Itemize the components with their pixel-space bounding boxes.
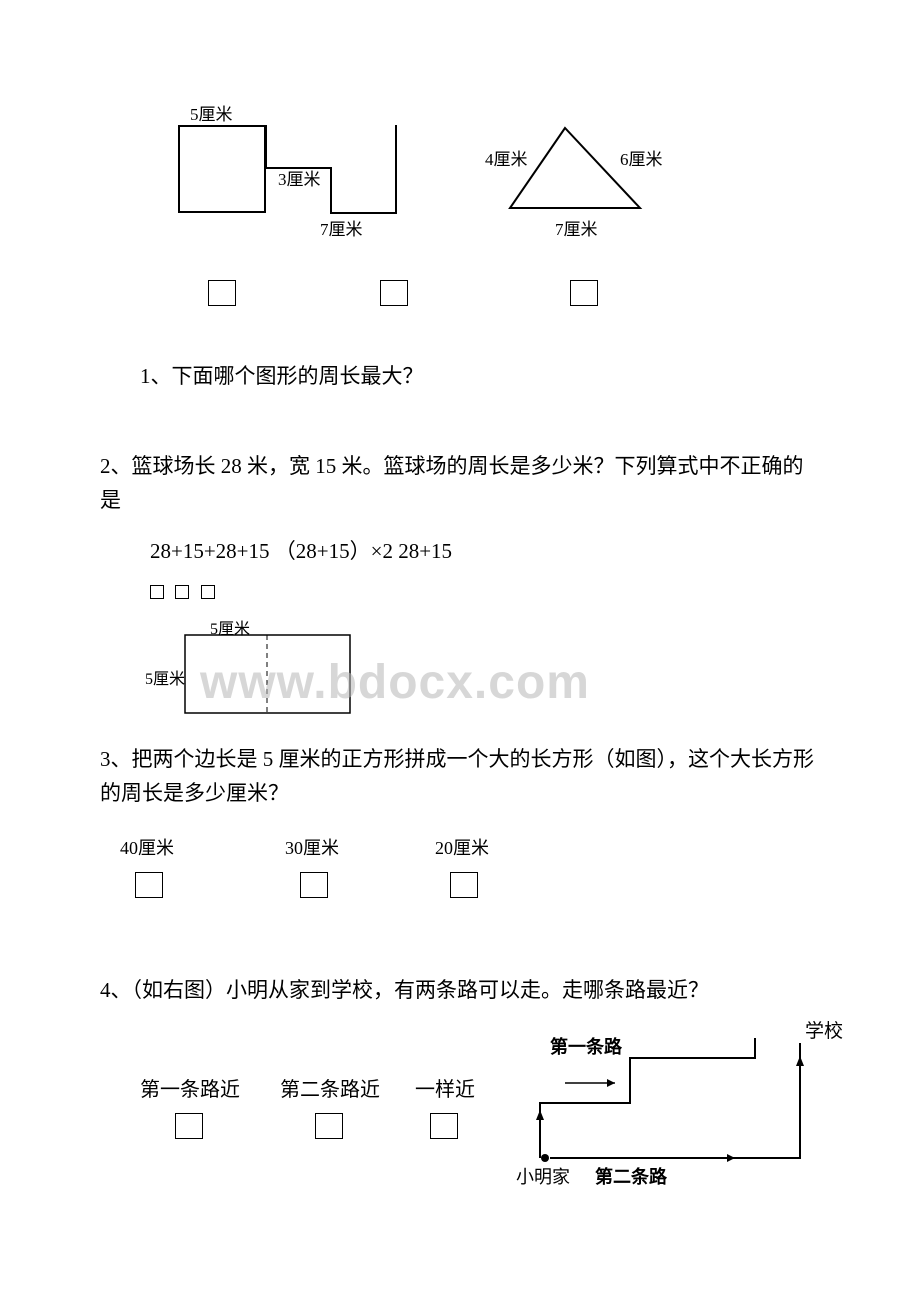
watermark: www.bdocx.com [200, 655, 590, 710]
q3-option-c: 20厘米 [435, 834, 489, 860]
checkbox-row-1 [150, 280, 920, 320]
question-2-formulas: 28+15+28+15 （28+15）×2 28+15 [150, 535, 920, 565]
question-1: 1、下面哪个图形的周长最大？ [140, 360, 920, 390]
label-path1: 第一条路 [550, 1033, 622, 1059]
checkbox-q4-c[interactable] [430, 1113, 458, 1139]
q3-left-label: 5厘米 [145, 665, 185, 689]
l-shape-label-3: 3厘米 [278, 165, 321, 190]
checkbox-row-q2 [150, 580, 920, 605]
q4-option-a: 第一条路近 [140, 1073, 240, 1102]
figures-row-1: 5厘米 3厘米 7厘米 4厘米 6厘米 7厘米 [150, 100, 920, 280]
q3-option-a: 40厘米 [120, 834, 174, 860]
figure-q3: 5厘米 5厘米 www.bdocx.com [150, 615, 920, 725]
checkbox-q1-c[interactable] [570, 280, 598, 306]
checkbox-q2-b[interactable] [175, 585, 189, 599]
l-shape-label-7: 7厘米 [320, 215, 363, 240]
checkbox-q3-a[interactable] [135, 872, 163, 898]
checkbox-q4-b[interactable] [315, 1113, 343, 1139]
q3-options-row: 40厘米 30厘米 20厘米 [120, 834, 920, 934]
checkbox-q4-a[interactable] [175, 1113, 203, 1139]
label-home: 小明家 [516, 1163, 570, 1189]
checkbox-q3-c[interactable] [450, 872, 478, 898]
triangle-shape [510, 128, 670, 218]
question-2: 2、篮球场长 28 米，宽 15 米。篮球场的周长是多少米？下列算式中不正确的是 [100, 450, 820, 517]
question-4: 4、（如右图）小明从家到学校，有两条路可以走。走哪条路最近？ [100, 974, 820, 1008]
triangle-label-7: 7厘米 [555, 215, 598, 240]
label-path2: 第二条路 [595, 1163, 667, 1189]
triangle-label-6: 6厘米 [620, 145, 663, 170]
checkbox-q3-b[interactable] [300, 872, 328, 898]
label-school: 学校 [805, 1016, 843, 1043]
path-diagram: 学校 第一条路 小明家 第二条路 [520, 1028, 860, 1204]
q4-option-b: 第二条路近 [280, 1073, 380, 1102]
q3-option-b: 30厘米 [285, 834, 339, 860]
question-3: 3、把两个边长是 5 厘米的正方形拼成一个大的长方形（如图），这个大长方形的周长… [100, 743, 820, 810]
checkbox-q1-a[interactable] [208, 280, 236, 306]
checkbox-q2-c[interactable] [201, 585, 215, 599]
triangle-label-4: 4厘米 [485, 145, 528, 170]
checkbox-q1-b[interactable] [380, 280, 408, 306]
square-shape [178, 125, 266, 213]
q4-row: 第一条路近 第二条路近 一样近 学校 第一条路 小明家 第二条路 [120, 1038, 920, 1218]
q4-option-c: 一样近 [415, 1073, 475, 1102]
checkbox-q2-a[interactable] [150, 585, 164, 599]
square-label: 5厘米 [190, 100, 233, 125]
